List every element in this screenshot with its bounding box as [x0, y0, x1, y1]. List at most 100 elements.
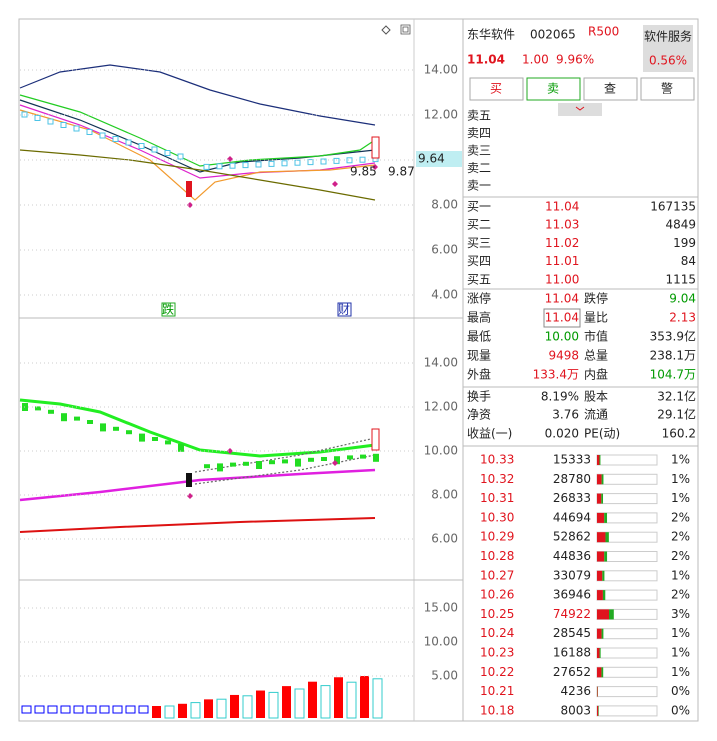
button-label: 查 [604, 82, 616, 96]
buy-price: 11.02 [545, 236, 579, 250]
pct: 9.96% [556, 53, 594, 67]
tick-bar [601, 667, 604, 678]
sell-level: 卖二 [467, 161, 491, 175]
tick-volume: 28780 [553, 472, 591, 486]
tick-volume: 36946 [553, 588, 591, 602]
candle [73, 125, 80, 132]
tick-pct: 2% [671, 530, 690, 544]
candle [269, 460, 275, 465]
tick-bar [601, 493, 604, 504]
tick-bar [597, 667, 602, 678]
candle [126, 430, 132, 435]
stat-value: 353.9亿 [650, 329, 696, 344]
stat-label: 量比 [584, 311, 608, 325]
icon[interactable] [381, 25, 391, 35]
button[interactable] [526, 77, 581, 101]
volume-bars [21, 676, 383, 719]
candle [333, 157, 340, 164]
volume-bar [60, 705, 71, 714]
candle [178, 443, 184, 452]
volume-bar [152, 706, 161, 718]
volume-bar [99, 705, 110, 714]
candle [295, 458, 301, 467]
volume-bar [86, 705, 97, 714]
stat-value: 133.4万 [533, 368, 579, 382]
tick-price: 10.31 [480, 491, 514, 505]
buy-volume: 1115 [665, 272, 696, 286]
tick-pct: 1% [671, 665, 690, 679]
candle [334, 456, 340, 465]
volume-bar [360, 676, 369, 718]
y-tick-label: 10.00 [424, 444, 458, 458]
tick-bar [597, 628, 602, 639]
tick-volume: 44836 [553, 549, 591, 563]
tick-price: 10.21 [480, 684, 514, 698]
button[interactable] [640, 77, 695, 101]
stat-value: 29.1亿 [657, 407, 696, 422]
sector-box[interactable] [643, 25, 693, 72]
stat-value: 32.1亿 [657, 389, 696, 404]
tick-pct: 3% [671, 607, 690, 621]
tick-bar-box [596, 454, 658, 466]
y-tick-label: 4.00 [431, 288, 458, 302]
candle [307, 159, 314, 166]
candle [346, 157, 353, 164]
candle [281, 160, 288, 167]
y-tick-label: 5.00 [431, 669, 458, 683]
candle [61, 413, 67, 422]
tick-volume: 52862 [553, 530, 591, 544]
volume-bar [138, 705, 149, 714]
tick-volume: 33079 [553, 568, 591, 582]
candle [47, 118, 54, 125]
stat-label: 流通 [584, 408, 608, 422]
volume-bar [256, 690, 265, 718]
y-tick-label: 8.00 [431, 198, 458, 212]
candle [74, 416, 80, 421]
stat-label: 跌停 [584, 291, 608, 306]
tick-price: 10.24 [480, 626, 514, 640]
tick-price: 10.27 [480, 568, 514, 582]
candle [308, 457, 314, 462]
price: 11.04 [467, 53, 505, 67]
buy-price: 11.01 [545, 254, 579, 268]
buy-price: 11.04 [545, 200, 579, 214]
volume-bar [204, 699, 213, 718]
stat-label: PE(动) [584, 427, 620, 441]
candle [371, 136, 380, 159]
tick-price: 10.23 [480, 646, 514, 660]
y-tick-label: 14.00 [424, 63, 458, 77]
candle [138, 143, 145, 149]
stat-label: 市值 [584, 329, 608, 344]
volume-bar [47, 705, 58, 714]
tick-pct: 2% [671, 510, 690, 524]
candle [256, 461, 262, 469]
volume-bar [112, 705, 123, 714]
y-tick-label: 12.00 [424, 400, 458, 414]
marker-box [337, 302, 352, 317]
tick-bar [605, 532, 609, 543]
candle [255, 161, 262, 168]
button-label: 警 [661, 81, 673, 96]
annotation: 9.87 [388, 165, 415, 179]
candle [34, 115, 41, 121]
candle [217, 463, 223, 472]
candle [113, 426, 119, 431]
button-label: 卖 [547, 82, 559, 96]
candle [373, 453, 379, 462]
annotation: 9.85 [350, 165, 377, 179]
tick-bar [597, 474, 602, 485]
tick-bar [597, 686, 598, 697]
buy-volume: 199 [673, 236, 696, 250]
tick-price: 10.22 [480, 665, 514, 679]
tick-bar [598, 705, 599, 716]
stock-name: 东华软件 [467, 28, 515, 42]
stat-value: 10.00 [545, 330, 579, 344]
button[interactable] [583, 77, 638, 101]
icon[interactable] [400, 24, 411, 35]
candle [371, 428, 380, 451]
frame [18, 18, 699, 722]
y-tick-label: 8.00 [431, 488, 458, 502]
button[interactable] [469, 77, 524, 101]
sell-level: 卖四 [467, 126, 491, 140]
